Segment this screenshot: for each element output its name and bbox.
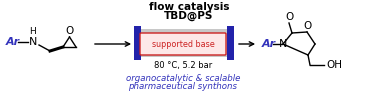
Text: OH: OH bbox=[326, 60, 342, 70]
Text: pharmaceutical synthons: pharmaceutical synthons bbox=[129, 82, 237, 91]
Text: TBD@PS: TBD@PS bbox=[164, 11, 214, 21]
Text: N: N bbox=[279, 39, 287, 49]
Text: H: H bbox=[29, 27, 36, 36]
Bar bbox=[134, 26, 141, 60]
Bar bbox=[138, 29, 230, 57]
Text: supported base: supported base bbox=[152, 40, 214, 48]
Text: organocatalytic & scalable: organocatalytic & scalable bbox=[126, 74, 240, 83]
Text: O: O bbox=[65, 26, 74, 36]
Text: flow catalysis: flow catalysis bbox=[149, 2, 229, 12]
FancyBboxPatch shape bbox=[140, 33, 226, 55]
Text: N: N bbox=[29, 37, 37, 47]
Text: O: O bbox=[285, 12, 293, 22]
Text: Ar: Ar bbox=[6, 37, 20, 47]
Bar bbox=[227, 26, 234, 60]
Text: 80 °C, 5.2 bar: 80 °C, 5.2 bar bbox=[154, 61, 212, 70]
Text: O: O bbox=[304, 21, 312, 31]
Text: Ar: Ar bbox=[262, 39, 276, 49]
